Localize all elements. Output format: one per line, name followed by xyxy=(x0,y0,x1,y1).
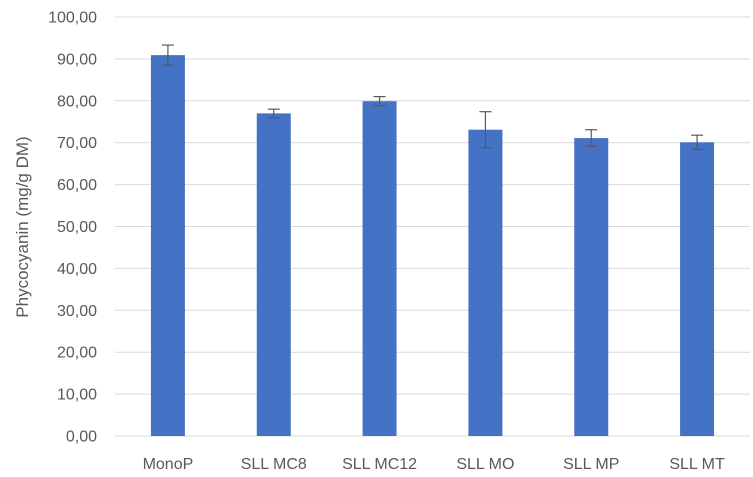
y-tick-label: 100,00 xyxy=(48,10,97,27)
error-bar xyxy=(479,111,492,149)
bar-sll-mt xyxy=(680,142,715,436)
x-tick-label: MonoP xyxy=(143,456,194,473)
y-tick-label: 10,00 xyxy=(57,387,97,404)
y-tick-label: 90,00 xyxy=(57,51,97,68)
y-tick-label: 80,00 xyxy=(57,93,97,110)
x-tick-label: SLL MT xyxy=(669,456,725,473)
error-bar xyxy=(691,134,704,151)
y-axis-title: Phycocyanin (mg/g DM) xyxy=(13,136,32,317)
error-bar xyxy=(161,44,174,66)
x-tick-label: SLL MC8 xyxy=(241,456,307,473)
gridlines xyxy=(115,16,750,437)
x-tick-label: SLL MP xyxy=(563,456,619,473)
bar-monop xyxy=(150,55,185,437)
y-tick-label: 70,00 xyxy=(57,135,97,152)
y-tick-label: 0,00 xyxy=(66,429,97,446)
bars xyxy=(150,55,715,437)
bar-sll-mo xyxy=(468,129,503,436)
x-tick-label: SLL MO xyxy=(456,456,514,473)
y-tick-label: 60,00 xyxy=(57,177,97,194)
x-tick-label: SLL MC12 xyxy=(342,456,417,473)
y-tick-labels: 0,00 10,00 20,00 30,00 40,00 50,00 60,00 70,00 8… xyxy=(48,10,97,446)
bar-sll-mc8 xyxy=(256,113,291,437)
y-tick-label: 30,00 xyxy=(57,303,97,320)
x-tick-labels: MonoP SLL MC8 SLL MC12 SLL MO SLL MP SLL MT xyxy=(143,456,725,473)
error-bar xyxy=(585,129,598,148)
y-tick-label: 20,00 xyxy=(57,345,97,362)
y-tick-label: 50,00 xyxy=(57,219,97,236)
y-tick-label: 40,00 xyxy=(57,261,97,278)
error-bar xyxy=(267,108,280,119)
bar-sll-mc12 xyxy=(362,101,397,437)
error-bar xyxy=(373,96,386,107)
error-bars xyxy=(161,44,704,151)
bar-sll-mp xyxy=(574,138,609,436)
